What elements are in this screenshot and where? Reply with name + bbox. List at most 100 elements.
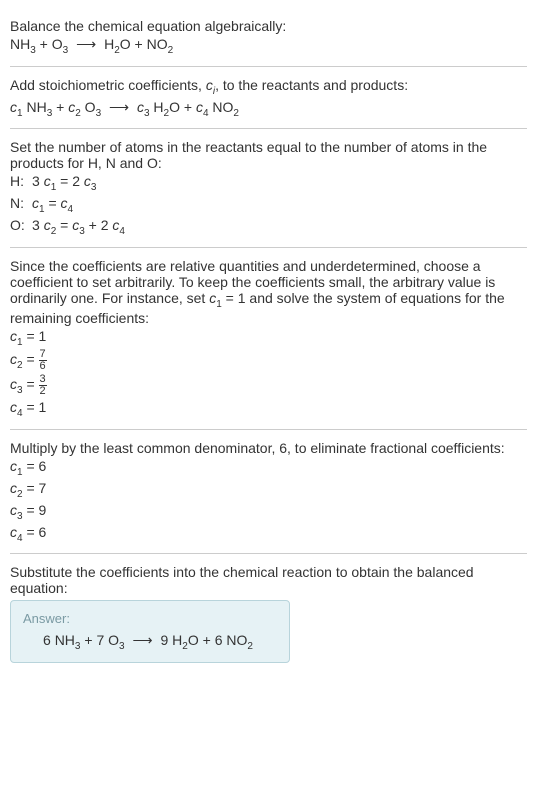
val: 1 [39, 399, 47, 415]
stoich-text: Add stoichiometric coefficients, ci, to … [10, 77, 527, 97]
nh3-base: NH [10, 36, 30, 52]
solve-text: Since the coefficients are relative quan… [10, 258, 527, 326]
solve-row: c1 = 1 [10, 328, 527, 348]
eq: = [56, 217, 72, 233]
eq: = [23, 524, 39, 540]
row-label: N: [10, 195, 32, 211]
arrow-icon: ⟶ [109, 99, 129, 115]
o3-base: O [52, 36, 63, 52]
c3: 9 [160, 632, 172, 648]
text-post: , to the reactants and products: [215, 77, 408, 93]
text-pre: Add stoichiometric coefficients, [10, 77, 206, 93]
intro-text: Balance the chemical equation algebraica… [10, 18, 527, 34]
no: NO [226, 632, 247, 648]
answer-box: Answer: 6 NH3 + 7 O3 ⟶ 9 H2O + 6 NO2 [10, 600, 290, 663]
section-answer: Substitute the coefficients into the che… [10, 554, 527, 673]
balance-row-o: O:3 c2 = c3 + 2 c4 [10, 217, 527, 237]
ci-base: c [206, 77, 213, 93]
plus: + [52, 99, 68, 115]
c4: c [196, 99, 203, 115]
eq: = [23, 352, 39, 368]
plus: + [36, 36, 52, 52]
c: c [10, 352, 17, 368]
lhs-c: c [32, 195, 39, 211]
section-intro: Balance the chemical equation algebraica… [10, 8, 527, 67]
solve-row: c4 = 1 [10, 399, 527, 419]
fraction: 76 [39, 349, 47, 372]
fraction: 32 [39, 374, 47, 397]
c2: 7 [96, 632, 108, 648]
eq: = [23, 399, 39, 415]
sp2: O [81, 99, 96, 115]
solve-row: c2 = 76 [10, 349, 527, 372]
sp3-suf: O [169, 99, 180, 115]
section-multiply: Multiply by the least common denominator… [10, 430, 527, 554]
o-sub: 3 [119, 641, 125, 652]
h: H [172, 632, 182, 648]
nh: NH [55, 632, 75, 648]
h2o-h: H [104, 36, 114, 52]
val: 9 [39, 502, 47, 518]
answer-label: Answer: [23, 611, 277, 626]
multiply-text: Multiply by the least common denominator… [10, 440, 527, 456]
row-label: O: [10, 217, 32, 233]
denominator: 6 [39, 361, 47, 372]
plus: + [80, 632, 96, 648]
no2-base: NO [147, 36, 168, 52]
sp4: NO [209, 99, 234, 115]
rhs-coef: 2 [72, 173, 84, 189]
sp4-sub: 2 [233, 107, 239, 118]
answer-text: Substitute the coefficients into the che… [10, 564, 527, 596]
c: c [10, 480, 17, 496]
rhs-sub: 4 [68, 204, 74, 215]
eq: = [23, 377, 39, 393]
denominator: 2 [39, 386, 47, 397]
stoich-equation: c1 NH3 + c2 O3 ⟶ c3 H2O + c4 NO2 [10, 99, 527, 119]
arrow-icon: ⟶ [132, 632, 152, 648]
plus: + [180, 99, 196, 115]
plus: + [131, 36, 147, 52]
eq: = [56, 173, 72, 189]
balance-row-n: N:c1 = c4 [10, 195, 527, 215]
rhs-sub: 3 [91, 182, 97, 193]
h2o-o: O [120, 36, 131, 52]
eq: = [23, 458, 39, 474]
h-suf: O [188, 632, 199, 648]
eq: = [23, 480, 39, 496]
unbalanced-equation: NH3 + O3 ⟶ H2O + NO2 [10, 36, 527, 56]
no-sub: 2 [247, 641, 253, 652]
extra-sub: 4 [119, 226, 125, 237]
balance-text: Set the number of atoms in the reactants… [10, 139, 527, 171]
sp2-sub: 3 [96, 107, 102, 118]
solve-row: c3 = 32 [10, 374, 527, 397]
eq: = [23, 328, 39, 344]
mult-row: c2 = 7 [10, 480, 527, 500]
extra-pre: + 2 [85, 217, 113, 233]
balanced-equation: 6 NH3 + 7 O3 ⟶ 9 H2O + 6 NO2 [23, 632, 277, 652]
val: 6 [39, 524, 47, 540]
c3: c [137, 99, 144, 115]
val: 7 [39, 480, 47, 496]
rhs-c: c [84, 173, 91, 189]
c: c [10, 328, 17, 344]
mult-row: c3 = 9 [10, 502, 527, 522]
c: c [10, 502, 17, 518]
section-solve: Since the coefficients are relative quan… [10, 248, 527, 430]
c: c [10, 524, 17, 540]
rhs-c: c [61, 195, 68, 211]
o: O [108, 632, 119, 648]
sp1: NH [23, 99, 47, 115]
eq: = [23, 502, 39, 518]
section-stoichiometric: Add stoichiometric coefficients, ci, to … [10, 67, 527, 130]
val: 1 [39, 328, 47, 344]
c: c [10, 458, 17, 474]
plus: + [199, 632, 215, 648]
no2-sub: 2 [168, 45, 174, 56]
mult-row: c1 = 6 [10, 458, 527, 478]
c4: 6 [215, 632, 227, 648]
lhs-c: c [44, 217, 51, 233]
c: c [10, 399, 17, 415]
lhs-coef: 3 [32, 217, 44, 233]
c1: c [10, 99, 17, 115]
o3-sub: 3 [63, 45, 69, 56]
